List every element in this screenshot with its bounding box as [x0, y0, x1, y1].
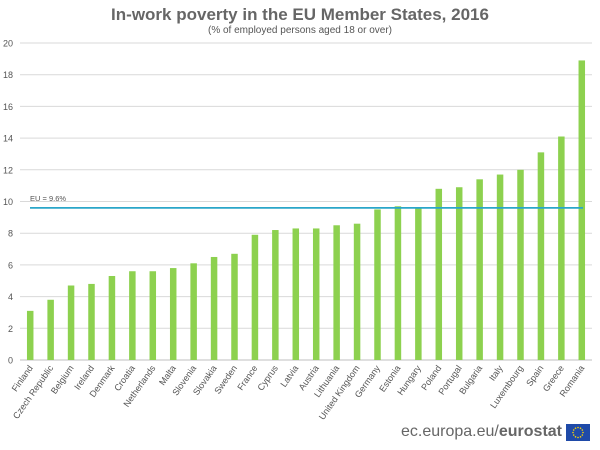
flag-star — [574, 426, 577, 429]
bar — [129, 271, 136, 360]
y-tick-label: 6 — [8, 260, 13, 270]
flag-star — [579, 435, 582, 438]
eu-average-label: EU = 9.6% — [30, 194, 66, 203]
flag-star — [572, 428, 575, 431]
bar — [476, 179, 483, 360]
y-tick-label: 0 — [8, 356, 13, 366]
bar — [558, 136, 565, 360]
y-tick-label: 12 — [3, 165, 13, 175]
bars — [26, 60, 586, 361]
bar — [353, 223, 361, 360]
bar — [517, 169, 524, 360]
y-tick-label: 8 — [8, 229, 13, 239]
eurostat-footer: ec.europa.eu/eurostat — [401, 423, 590, 441]
bar — [251, 234, 259, 360]
flag-star — [579, 426, 582, 429]
bar — [190, 263, 197, 360]
eu-flag-icon — [566, 423, 590, 441]
flag-star — [572, 433, 575, 436]
bar — [108, 275, 116, 360]
grid-lines — [20, 42, 592, 361]
bar — [312, 228, 320, 360]
flag-star — [581, 428, 584, 431]
bar — [67, 285, 75, 360]
chart-title: In-work poverty in the EU Member States,… — [111, 5, 489, 24]
bar — [537, 152, 545, 360]
footer-url[interactable]: ec.europa.eu/eurostat — [401, 423, 562, 440]
flag-star — [577, 436, 579, 438]
y-tick-label: 18 — [3, 70, 13, 80]
bar — [394, 206, 402, 360]
x-tick-label: Italy — [487, 363, 505, 383]
eu-reference-line: EU = 9.6% — [30, 194, 583, 209]
bar — [415, 207, 422, 360]
y-tick-label: 4 — [8, 292, 13, 302]
bar — [333, 225, 340, 360]
bar — [435, 188, 443, 360]
bar — [374, 209, 381, 360]
flag-star — [581, 433, 584, 436]
bar — [272, 230, 279, 360]
bar — [578, 60, 586, 361]
bar — [210, 256, 218, 360]
bar — [169, 268, 177, 360]
x-tick-label: Cyprus — [255, 363, 280, 392]
y-tick-label: 14 — [3, 134, 13, 144]
bar — [149, 271, 157, 360]
bar — [231, 253, 238, 360]
flag-star — [577, 426, 579, 428]
flag-star — [574, 435, 577, 438]
flag-star — [582, 431, 584, 433]
y-tick-label: 2 — [8, 324, 13, 334]
flag-star — [572, 431, 574, 433]
bar — [88, 283, 95, 360]
y-tick-label: 20 — [3, 39, 13, 49]
chart-subtitle: (% of employed persons aged 18 or over) — [208, 25, 392, 36]
bar — [26, 310, 34, 360]
bar — [47, 299, 54, 360]
bar — [292, 228, 300, 360]
bar — [455, 187, 463, 360]
x-tick-label: Malta — [157, 363, 178, 387]
bar — [496, 174, 504, 360]
y-axis-ticks: 0 2 4 6 8 10 12 14 16 18 20 — [3, 39, 13, 366]
y-tick-label: 16 — [3, 102, 13, 112]
y-tick-label: 10 — [3, 197, 13, 207]
